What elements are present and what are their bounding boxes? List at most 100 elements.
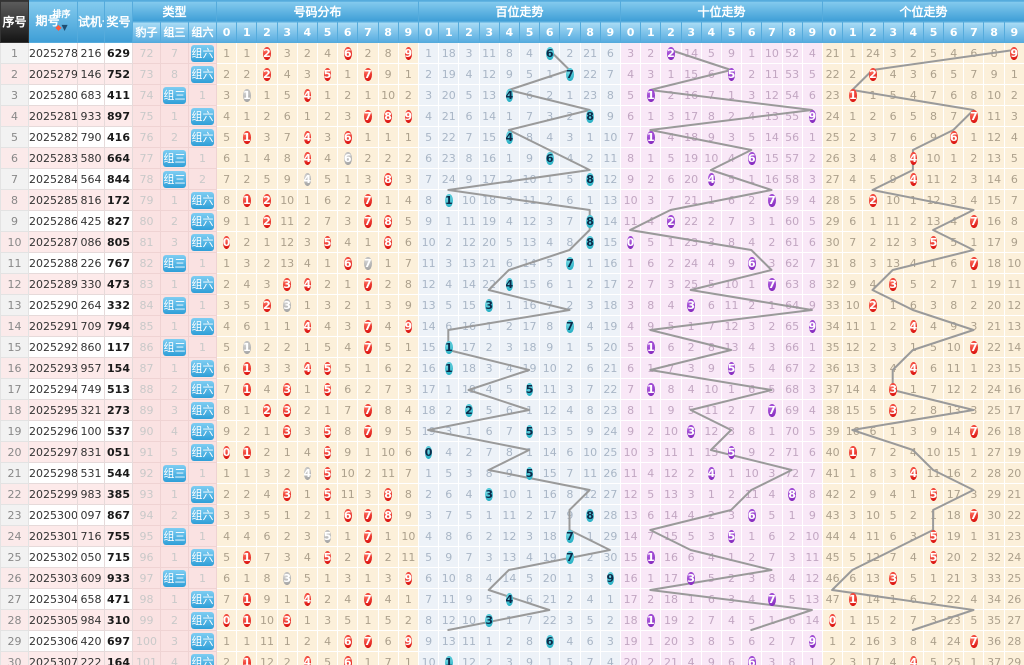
prize-number-cell: 385: [104, 483, 133, 505]
units-cell: 3: [882, 567, 904, 589]
table-row: 14 2025291 709 794 85 1 组六 4 6 1 1 4 4 3 7 4 9 14 6 16 1 2 17 8…: [0, 315, 1024, 337]
dist-cell: 9: [216, 210, 238, 232]
tens-cell: 6: [741, 504, 763, 526]
tens-cell: 13: [801, 588, 823, 610]
hundreds-cell: 8: [418, 189, 440, 211]
tens-cell: 4: [700, 168, 722, 190]
tens-cell: 6: [700, 63, 722, 85]
sort-control[interactable]: 排序 ◆▼: [52, 11, 70, 32]
units-cell: 3: [882, 462, 904, 484]
dist-cell: 1: [236, 588, 258, 610]
tens-cell: 13: [720, 336, 743, 358]
hundreds-cell: 6: [438, 315, 460, 337]
dist-hit-circle: 6: [343, 256, 352, 270]
dist-hit-circle: 1: [242, 130, 251, 144]
hundreds-cell: 1: [559, 567, 581, 589]
dist-cell: 8: [377, 210, 399, 232]
tens-cell: 6: [741, 252, 763, 274]
tens-cell: 11: [761, 63, 783, 85]
dist-cell: 5: [316, 378, 339, 400]
hundreds-cell: 11: [498, 504, 520, 526]
dist-cell: 8: [377, 168, 399, 190]
hundreds-cell: 19: [458, 378, 480, 400]
units-cell: 25: [1003, 567, 1024, 589]
tens-cell: 3: [680, 294, 702, 316]
prize-number-cell: 513: [104, 378, 133, 400]
digit-col-header-dist-0: 0: [216, 21, 238, 43]
sort-asc-icon[interactable]: ◆: [55, 23, 62, 32]
dist-cell: 2: [216, 483, 238, 505]
dist-cell: 3: [276, 378, 298, 400]
dist-cell: 1: [216, 252, 238, 274]
dist-cell: 4: [256, 483, 278, 505]
units-cell: 7: [922, 378, 945, 400]
units-cell: 8: [922, 105, 945, 127]
units-cell: 4: [862, 378, 884, 400]
hundreds-circle: 8: [586, 172, 594, 186]
dist-cell: 2: [256, 294, 278, 316]
dist-cell: 7: [357, 420, 379, 442]
dist-cell: 7: [397, 252, 420, 274]
zu6-cell: 组六: [187, 630, 218, 652]
units-circle: 7: [970, 256, 978, 270]
dist-cell: 3: [276, 294, 298, 316]
dist-hit-circle: 1: [242, 592, 251, 606]
tens-cell: 8: [700, 105, 722, 127]
hundreds-cell: 7: [559, 252, 581, 274]
tens-circle: 5: [727, 529, 736, 543]
units-cell: 4: [882, 483, 904, 505]
tens-cell: 2: [741, 546, 763, 568]
test-number-cell: 716: [77, 525, 105, 547]
tens-cell: 5: [741, 609, 763, 631]
units-cell: 5: [902, 567, 924, 589]
dist-cell: 5: [316, 462, 339, 484]
units-cell: 8: [882, 147, 904, 169]
zu6-badge: 组六: [191, 44, 215, 62]
dist-cell: 9: [397, 504, 420, 526]
hundreds-circle: 4: [505, 88, 514, 102]
dist-pair-circle: 5: [323, 529, 332, 543]
dist-cell: 2: [216, 63, 238, 85]
hundreds-cell: 1: [498, 105, 520, 127]
seq-cell: 23: [0, 504, 29, 526]
units-cell: 13: [943, 399, 965, 421]
tens-cell: 4: [801, 42, 823, 64]
units-cell: 1: [1003, 63, 1024, 85]
table-row: 22 2025299 983 385 93 1 组六 2 2 4 3 1 5 11 3 8 8 2 6 4 3 10 1 16…: [0, 483, 1024, 505]
hundreds-cell: 27: [599, 483, 622, 505]
tens-cell: 5: [700, 273, 722, 295]
units-cell: 26: [821, 147, 844, 169]
hundreds-cell: 22: [599, 378, 622, 400]
units-cell: 3: [943, 189, 965, 211]
hundreds-circle: 6: [545, 46, 554, 60]
tens-cell: 6: [619, 357, 642, 379]
dist-cell: 5: [337, 357, 359, 379]
hundreds-cell: 2: [599, 609, 622, 631]
units-cell: 1: [842, 462, 864, 484]
tens-cell: 4: [801, 399, 823, 421]
hundreds-circle: 7: [566, 529, 574, 543]
units-cell: 3: [902, 63, 924, 85]
sort-desc-icon[interactable]: ▼: [61, 23, 68, 32]
hundreds-cell: 9: [498, 462, 520, 484]
dist-cell: 1: [256, 84, 278, 106]
hundreds-cell: 2: [418, 63, 440, 85]
dist-cell: 1: [357, 231, 379, 253]
period-cell: 2025296: [28, 420, 78, 442]
dist-cell: 7: [357, 210, 379, 232]
dist-cell: 1: [296, 189, 318, 211]
dist-cell: 11: [256, 630, 278, 652]
col-header-period[interactable]: 期号 排序 ◆▼: [28, 0, 78, 43]
zu3-cell: 组三: [160, 462, 189, 484]
period-cell: 2025305: [28, 609, 78, 631]
hundreds-cell: 28: [599, 504, 622, 526]
tens-cell: 1: [680, 441, 702, 463]
table-row: 26 2025303 609 933 97 组三 1 6 1 8 3 5 1 3 1 3 9 6 10 8 4 14 5 20…: [0, 567, 1024, 589]
tens-cell: 54: [781, 84, 803, 106]
units-cell: 10: [922, 147, 945, 169]
dist-cell: 4: [316, 42, 339, 64]
units-circle: 7: [970, 634, 978, 648]
dist-cell: 11: [397, 546, 420, 568]
hundreds-cell: 13: [458, 252, 480, 274]
units-cell: 24: [862, 42, 884, 64]
